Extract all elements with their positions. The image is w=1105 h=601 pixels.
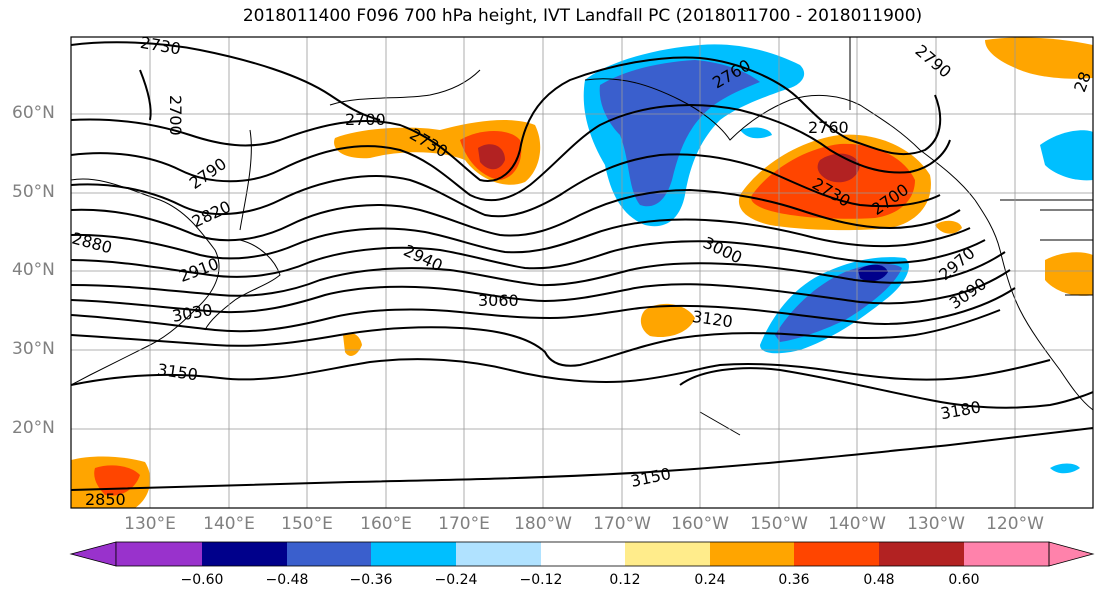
colorbar-bin — [287, 542, 371, 566]
ivt-positive-area — [985, 37, 1093, 79]
colorbar-bin — [202, 542, 287, 566]
colorbar-tick-label: 0.48 — [863, 572, 895, 588]
longitude-label: 130°W — [907, 514, 965, 534]
ivt-positive-area — [640, 303, 695, 338]
colorbar-tick-label: 0.60 — [948, 572, 980, 588]
colorbar — [69, 541, 1095, 567]
contour-label: 2850 — [85, 490, 126, 509]
longitude-label: 170°E — [438, 514, 490, 534]
contour-label: 2700 — [345, 110, 386, 129]
latitude-label: 50°N — [12, 182, 55, 202]
colorbar-tick-label: −0.36 — [349, 572, 393, 588]
longitude-label: 150°E — [281, 514, 333, 534]
colorbar-bin — [456, 542, 541, 566]
colorbar-bin — [371, 542, 456, 566]
colorbar-extend-low — [69, 541, 117, 567]
colorbar-bin — [794, 542, 879, 566]
colorbar-bin — [879, 542, 964, 566]
colorbar-tick-label: 0.12 — [609, 572, 641, 588]
longitude-label: 150°W — [750, 514, 808, 534]
colorbar-extend-high — [1048, 541, 1095, 567]
ivt-negative-area — [858, 264, 888, 282]
ivt-positive-area — [1045, 252, 1093, 296]
longitude-label: 180°W — [514, 514, 572, 534]
colorbar-tick-label: −0.60 — [180, 572, 224, 588]
ivt-negative-area — [740, 127, 772, 139]
map-title: 2018011400 F096 700 hPa height, IVT Land… — [242, 6, 923, 26]
colorbar-tick-label: −0.24 — [434, 572, 478, 588]
longitude-label: 140°W — [828, 514, 886, 534]
map-frame — [70, 36, 1094, 509]
longitude-label: 160°W — [671, 514, 729, 534]
longitude-label: 120°W — [986, 514, 1044, 534]
ivt-shading — [71, 37, 1093, 508]
contour-label: 2700 — [166, 95, 185, 136]
colorbar-tick-label: −0.48 — [265, 572, 309, 588]
contour-label: 2760 — [808, 118, 849, 137]
colorbar-frame — [115, 541, 1050, 567]
ivt-positive-area — [935, 220, 962, 234]
ivt-positive-area — [478, 144, 505, 170]
ivt-negative-area — [775, 263, 902, 342]
colorbar-bin — [625, 542, 710, 566]
longitude-label: 160°E — [360, 514, 412, 534]
ivt-negative-area — [599, 60, 760, 207]
colorbar-tick-label: 0.36 — [778, 572, 810, 588]
map-plot-area — [71, 37, 1093, 508]
latitude-label: 40°N — [12, 260, 55, 280]
longitude-label: 140°E — [203, 514, 255, 534]
colorbar-tick-label: 0.24 — [694, 572, 726, 588]
longitude-label: 170°W — [593, 514, 651, 534]
colorbar-bin — [116, 542, 202, 566]
contour-label: 3060 — [478, 291, 519, 310]
ivt-negative-area — [1050, 463, 1080, 474]
longitude-label: 130°E — [124, 514, 176, 534]
ivt-negative-area — [1040, 130, 1093, 181]
colorbar-tick-label: −0.12 — [519, 572, 563, 588]
latitude-label: 30°N — [12, 339, 55, 359]
latitude-label: 20°N — [12, 418, 55, 438]
latitude-label: 60°N — [12, 103, 55, 123]
colorbar-bin — [541, 542, 625, 566]
colorbar-bin — [964, 542, 1049, 566]
colorbar-bin — [710, 542, 794, 566]
height-contours — [71, 41, 1093, 491]
